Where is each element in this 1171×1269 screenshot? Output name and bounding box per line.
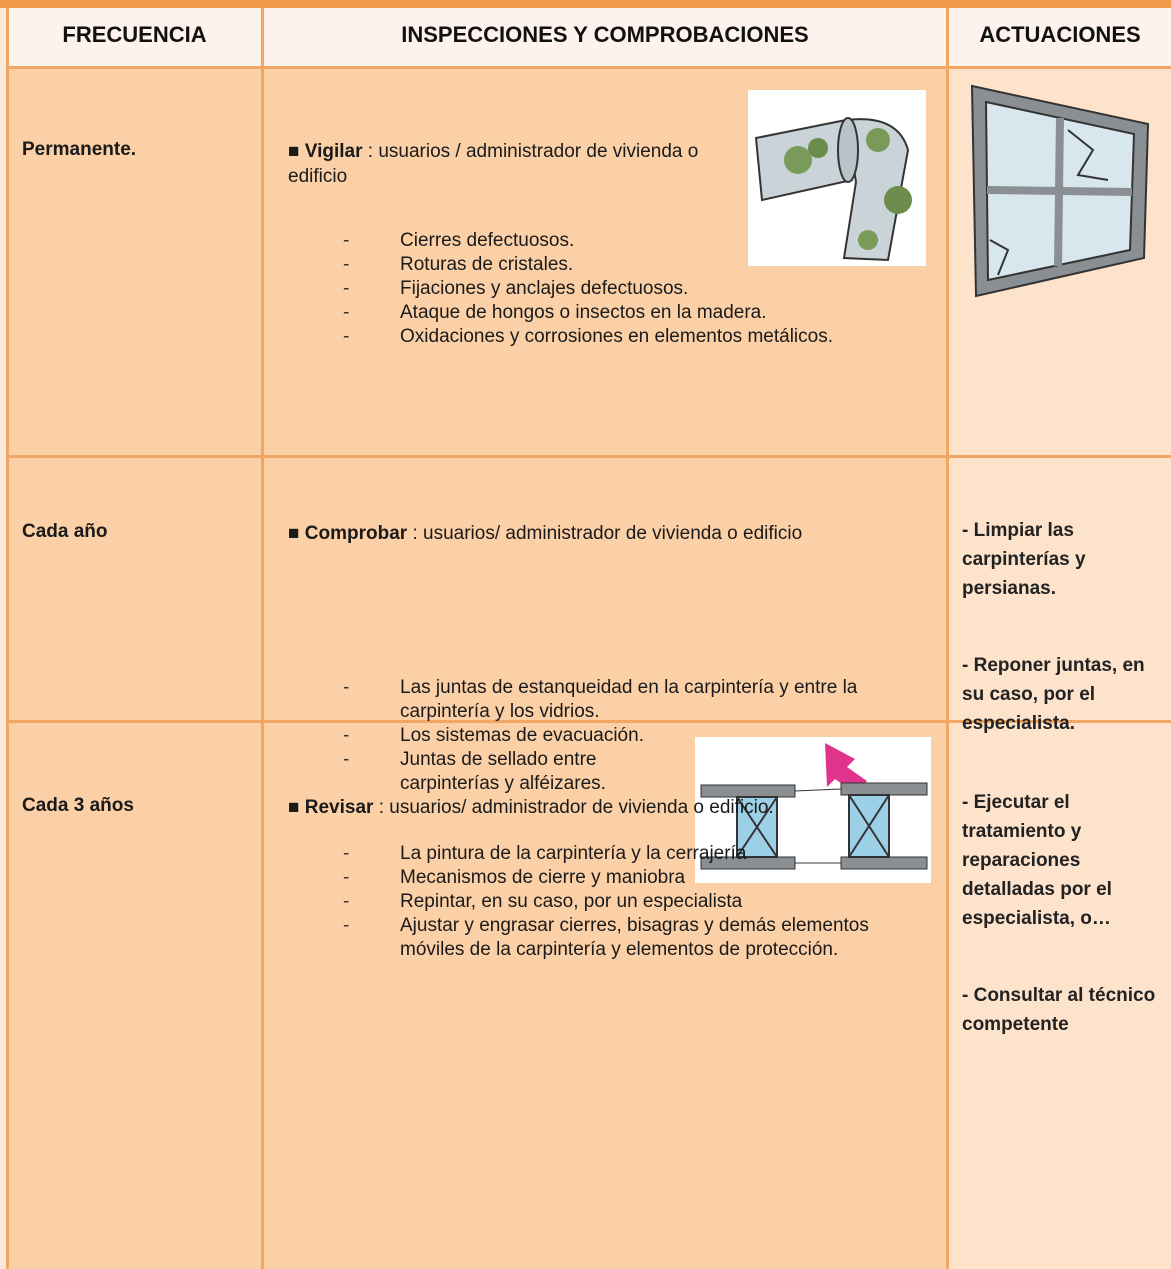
list-item: - Fijaciones y anclajes defectuosos. xyxy=(288,277,848,301)
bullet: ■ xyxy=(288,141,300,162)
joints-illustration xyxy=(695,737,931,883)
bullet: ■ xyxy=(288,797,300,818)
list-marker: - xyxy=(343,867,350,888)
item-text: Repintar, en su caso, por un especialist… xyxy=(400,891,743,912)
list-marker: - xyxy=(343,326,350,347)
item-text: Mecanismos de cierre y maniobra xyxy=(400,867,686,888)
col-border xyxy=(261,8,264,1269)
verb: Comprobar xyxy=(304,523,408,544)
header-bg xyxy=(8,8,1171,68)
row-border xyxy=(8,66,1171,69)
item-text: La pintura de la carpintería y la cerraj… xyxy=(400,843,747,864)
action-list: - Limpiar las carpinterías y persianas. -… xyxy=(962,516,1162,738)
list-marker: - xyxy=(343,915,350,936)
list-item: - Ataque de hongos o insectos en la mader… xyxy=(288,301,848,325)
list-item: - Mecanismos de cierre y maniobra xyxy=(288,866,928,890)
top-bar xyxy=(0,0,1171,8)
action: - Ejecutar el tratamiento y reparaciones… xyxy=(962,792,1112,929)
item-text: Los sistemas de evacuación. xyxy=(400,725,644,746)
list-item: - Las juntas de estanqueidad en la carpin… xyxy=(288,676,908,724)
header-cell: ACTUACIONES xyxy=(979,22,1141,47)
item-text: Ataque de hongos o insectos en la madera… xyxy=(400,302,767,323)
item-text: Oxidaciones y corrosiones en elementos m… xyxy=(400,326,833,347)
item-list: - Cierres defectuosos. - Roturas de cristal… xyxy=(288,229,848,349)
list-marker: - xyxy=(343,725,350,746)
verb: Revisar xyxy=(304,797,374,818)
header-cell: INSPECCIONES Y COMPROBACIONES xyxy=(401,22,809,47)
action: - Reponer juntas, en su caso, por el esp… xyxy=(962,655,1145,734)
list-marker: - xyxy=(343,677,350,698)
frequency: Cada 3 años xyxy=(22,795,134,816)
col-border xyxy=(946,8,949,1269)
item-list: - Las juntas de estanqueidad en la carpin… xyxy=(288,676,908,796)
item-list: - La pintura de la carpintería y la cerra… xyxy=(288,842,928,962)
col-border xyxy=(6,8,9,1269)
body-bg xyxy=(8,68,948,1269)
intro: ■ Comprobar : usuarios/ administrador de… xyxy=(288,521,888,546)
frequency: Cada año xyxy=(22,521,108,542)
bullet: ■ xyxy=(288,523,300,544)
list-item: - La pintura de la carpintería y la cerra… xyxy=(288,842,928,866)
intro: ■ Vigilar : usuarios / administrador de … xyxy=(288,139,728,189)
item-text: Las juntas de estanqueidad en la carpint… xyxy=(400,677,858,722)
intro-text: : usuarios/ administrador de vivienda o … xyxy=(378,797,774,818)
item-text: Ajustar y engrasar cierres, bisagras y d… xyxy=(400,915,869,960)
list-marker: - xyxy=(343,891,350,912)
action: - Limpiar las carpinterías y persianas. xyxy=(962,520,1086,599)
verb: Vigilar xyxy=(304,141,363,162)
list-item: - Juntas de sellado entre carpinterías y … xyxy=(288,748,908,796)
list-item: - Oxidaciones y corrosiones en elementos … xyxy=(288,325,848,349)
item-text: Fijaciones y anclajes defectuosos. xyxy=(400,278,689,299)
item-text: Cierres defectuosos. xyxy=(400,230,575,251)
list-item: - Ajustar y engrasar cierres, bisagras y … xyxy=(288,914,928,962)
list-item: - Los sistemas de evacuación. xyxy=(288,724,908,748)
action-list: - Ejecutar el tratamiento y reparaciones… xyxy=(962,788,1162,1039)
item-text: Roturas de cristales. xyxy=(400,254,574,275)
row-border xyxy=(8,720,1171,723)
list-marker: - xyxy=(343,843,350,864)
window-illustration xyxy=(970,84,1150,298)
intro: ■ Revisar : usuarios/ administrador de v… xyxy=(288,795,938,820)
left-edge xyxy=(0,8,8,1269)
list-item: - Roturas de cristales. xyxy=(288,253,848,277)
action: - Consultar al técnico competente xyxy=(962,985,1156,1035)
row-border xyxy=(8,455,1171,458)
list-item: - Cierres defectuosos. xyxy=(288,229,848,253)
list-marker: - xyxy=(343,749,350,770)
header-cell: FRECUENCIA xyxy=(62,22,207,47)
intro-text: : usuarios/ administrador de vivienda o … xyxy=(412,523,803,544)
list-item: - Repintar, en su caso, por un especialis… xyxy=(288,890,928,914)
list-marker: - xyxy=(343,230,350,251)
list-marker: - xyxy=(343,302,350,323)
pipe-illustration xyxy=(748,90,926,266)
frequency: Permanente. xyxy=(22,139,137,160)
list-marker: - xyxy=(343,254,350,275)
intro-text: : usuarios / administrador de vivienda o… xyxy=(288,141,699,187)
list-marker: - xyxy=(343,278,350,299)
item-text: Juntas de sellado entre carpinterías y a… xyxy=(400,749,606,794)
